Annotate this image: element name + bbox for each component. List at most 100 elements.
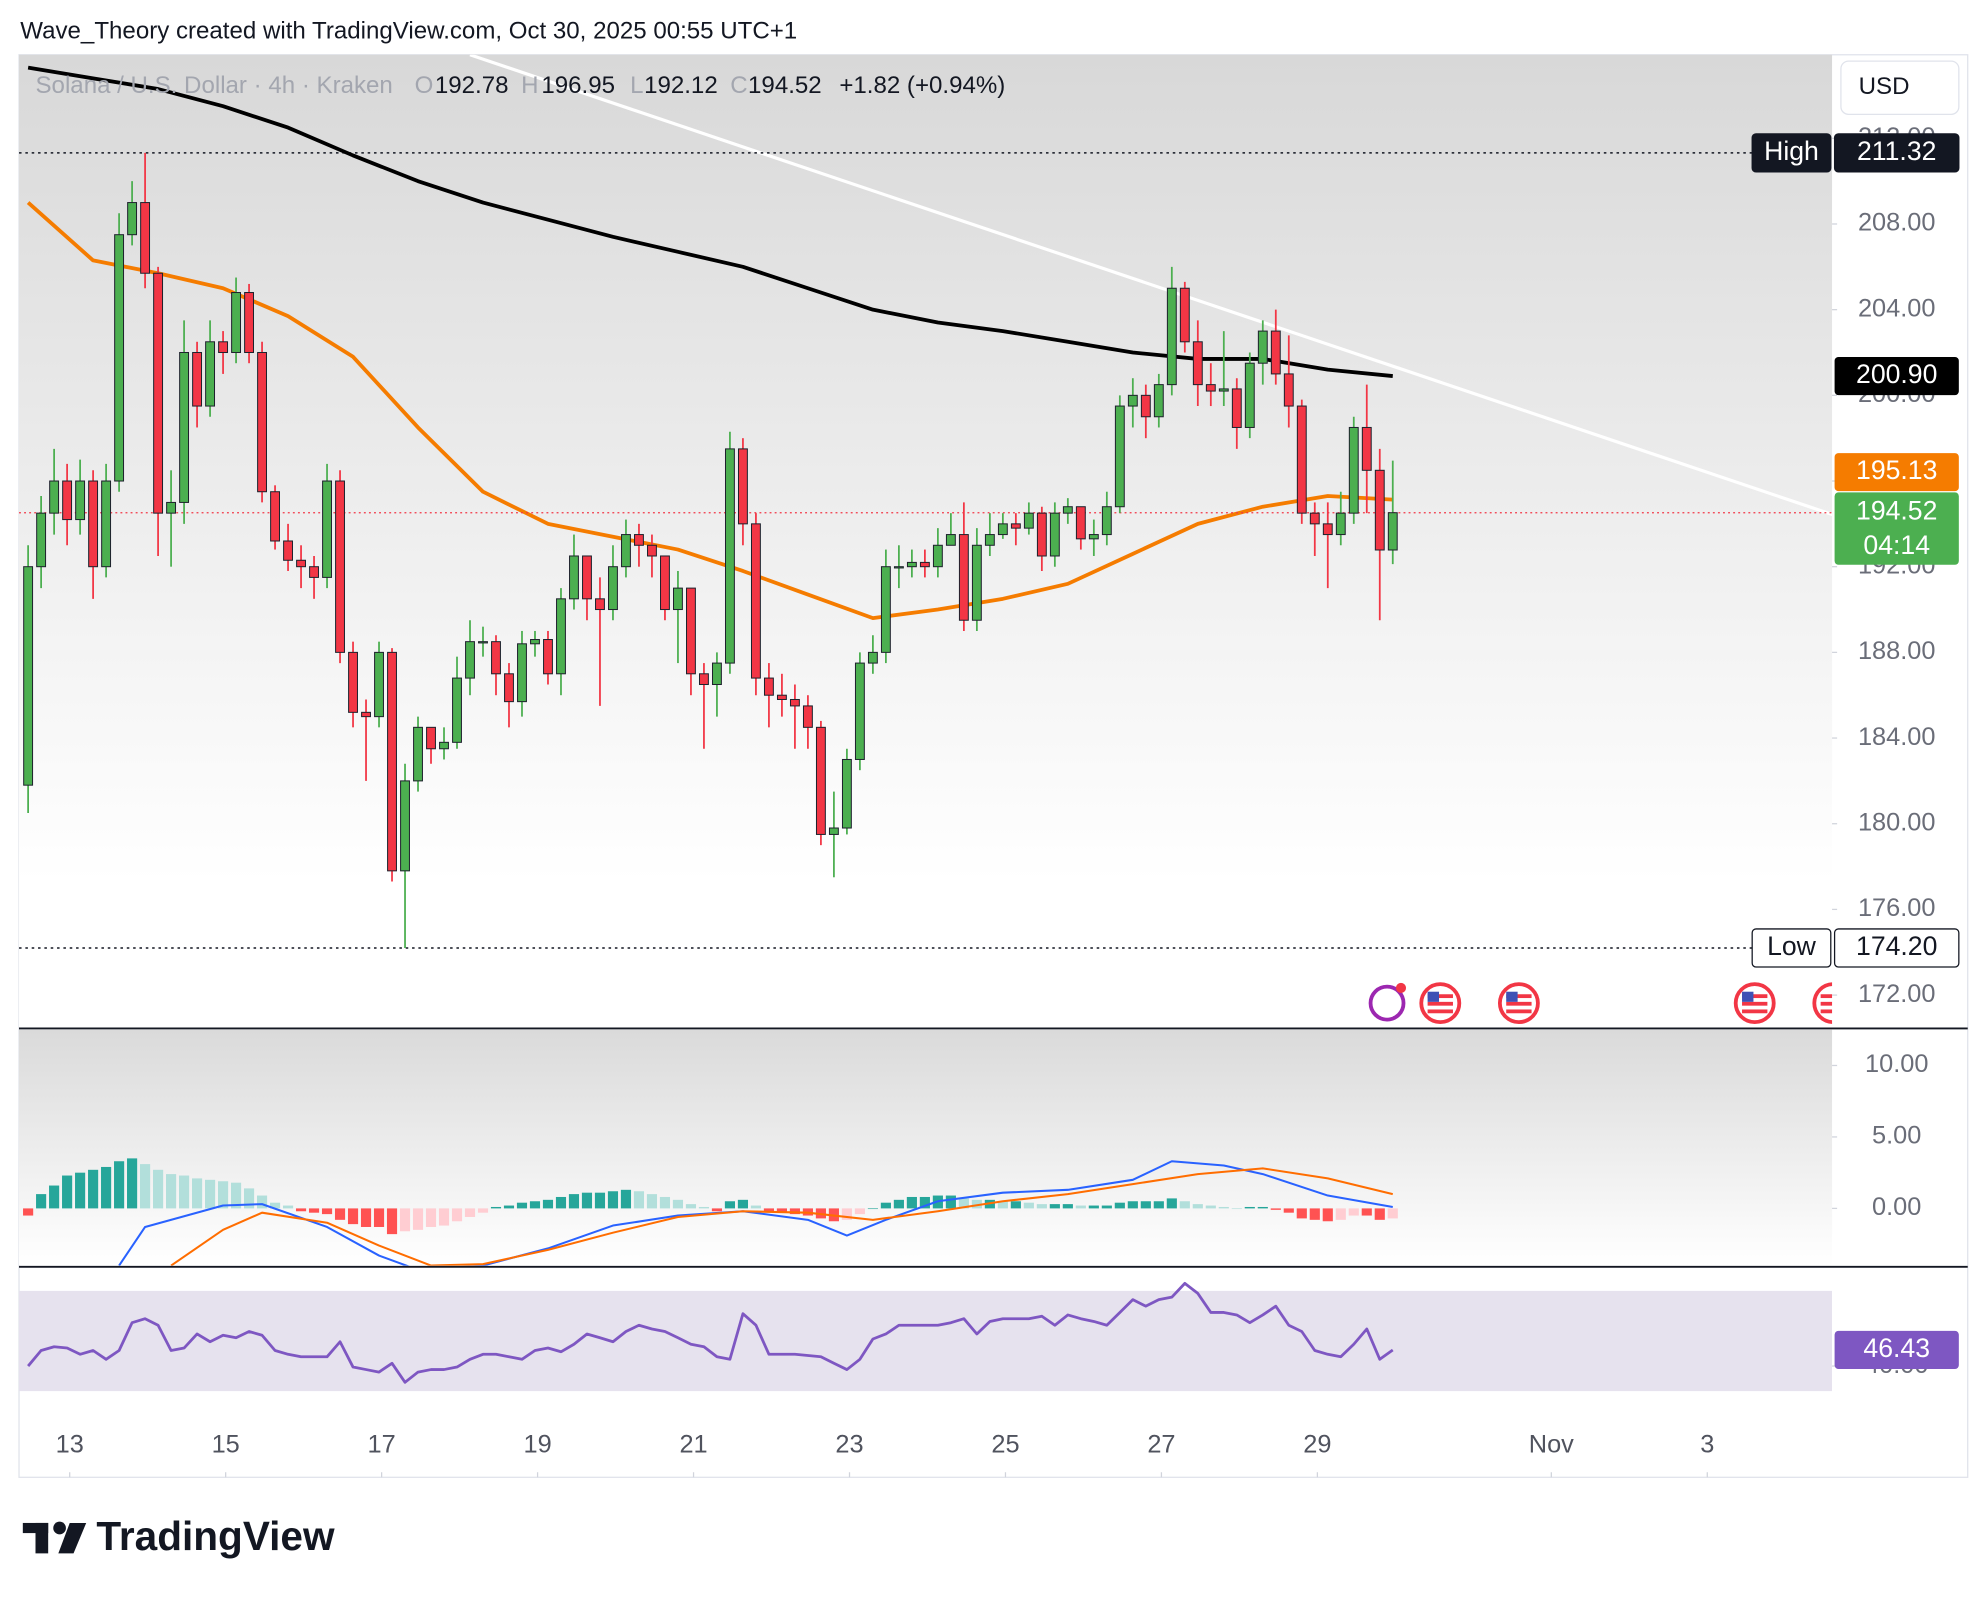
candle-body bbox=[737, 448, 748, 525]
event-icon bbox=[1733, 982, 1776, 1025]
last-price-tag bbox=[1834, 492, 1959, 565]
currency-button[interactable] bbox=[1840, 60, 1960, 115]
event-icon bbox=[1812, 982, 1833, 1025]
macd-histogram-bar bbox=[1166, 1198, 1177, 1209]
candle-body bbox=[166, 501, 177, 514]
macd-histogram-bar bbox=[1140, 1201, 1151, 1209]
candle-body bbox=[1218, 388, 1229, 392]
legend-low-label: L bbox=[630, 72, 643, 99]
currency-label[interactable]: USD bbox=[1859, 73, 1910, 100]
macd-histogram-bar bbox=[217, 1181, 229, 1209]
logo-wedge bbox=[58, 1522, 87, 1554]
candle-body bbox=[530, 639, 540, 645]
x-tick-label: 15 bbox=[212, 1430, 240, 1458]
candle-body bbox=[1179, 287, 1190, 343]
macd-histogram-bar bbox=[607, 1191, 619, 1209]
candle-body bbox=[452, 677, 462, 743]
candle-body bbox=[1244, 362, 1255, 428]
macd-histogram-bar bbox=[581, 1192, 593, 1209]
candle-body bbox=[348, 651, 358, 713]
macd-line bbox=[170, 1167, 1394, 1266]
macd-histogram-bar bbox=[1218, 1206, 1229, 1209]
candle-body bbox=[582, 555, 592, 600]
header: Wave_Theory created with TradingView.com… bbox=[20, 17, 797, 44]
macd-histogram-bar bbox=[685, 1204, 697, 1209]
macd-histogram-bar bbox=[1036, 1204, 1047, 1209]
candle-body bbox=[309, 566, 319, 578]
macd-histogram-bar bbox=[334, 1208, 346, 1220]
macd-histogram-bar bbox=[789, 1208, 800, 1215]
symbol-title: Solana / U.S. Dollar · 4h · Kraken bbox=[35, 72, 392, 99]
candle-body bbox=[828, 827, 839, 835]
macd-histogram-bar bbox=[23, 1208, 34, 1216]
time-axis: 13 15 17 19 21 23 25 27 29 Nov 3 bbox=[56, 1430, 1714, 1478]
macd-histogram-bar bbox=[594, 1192, 606, 1209]
candle-body bbox=[1322, 523, 1333, 536]
macd-histogram-bar bbox=[1127, 1201, 1138, 1209]
y-tick-label: 208.00 bbox=[1858, 209, 1936, 237]
footer-logo: TradingView bbox=[22, 1513, 335, 1559]
trendline bbox=[469, 54, 1833, 517]
candle-body bbox=[1270, 330, 1281, 375]
candle-body bbox=[1088, 534, 1099, 540]
candle-body bbox=[192, 351, 203, 407]
main-pane-bg bbox=[19, 54, 1833, 1028]
macd-histogram-bar bbox=[698, 1206, 710, 1209]
extreme-tag-box bbox=[1833, 133, 1960, 173]
macd-histogram-bar bbox=[1010, 1201, 1021, 1209]
candle-body bbox=[1309, 512, 1320, 525]
macd-histogram-bar bbox=[1075, 1205, 1086, 1209]
macd-histogram-bar bbox=[425, 1208, 437, 1227]
macd-histogram-bar bbox=[75, 1172, 86, 1209]
candle-body bbox=[802, 705, 813, 728]
y-tick-label: 176.00 bbox=[1858, 894, 1936, 922]
x-tick-label: 23 bbox=[835, 1430, 863, 1458]
macd-histogram-bar bbox=[1114, 1202, 1125, 1209]
macd-histogram-bar bbox=[477, 1208, 489, 1213]
macd-histogram-bar bbox=[1049, 1204, 1060, 1209]
macd-histogram-bar bbox=[958, 1198, 969, 1209]
macd-histogram-bar bbox=[412, 1208, 424, 1230]
price-tags: High 211.32 Low 174.20 194.52 04:14 200.90 195.… bbox=[1751, 133, 1960, 1369]
macd-histogram-bar bbox=[1374, 1208, 1385, 1220]
macd-pane bbox=[23, 1158, 1398, 1266]
candle-body bbox=[867, 651, 878, 664]
legend-low: 192.12 bbox=[644, 72, 718, 99]
candle-body bbox=[893, 566, 904, 569]
y-tick-label: 0.00 bbox=[1872, 1193, 1921, 1221]
macd-histogram-bar bbox=[347, 1208, 359, 1225]
candle-body bbox=[1387, 512, 1398, 551]
macd-histogram-bar bbox=[282, 1205, 294, 1209]
macd-histogram-bar bbox=[295, 1208, 307, 1212]
macd-histogram-bar bbox=[854, 1208, 865, 1215]
macd-histogram-bar bbox=[1179, 1201, 1190, 1209]
macd-histogram-bar bbox=[192, 1178, 203, 1209]
candle-body bbox=[932, 544, 943, 568]
macd-histogram-bar bbox=[1348, 1208, 1359, 1216]
event-icon bbox=[1419, 982, 1462, 1025]
macd-histogram-bar bbox=[256, 1195, 268, 1209]
macd-histogram-bar bbox=[269, 1202, 281, 1209]
candle-body bbox=[413, 726, 423, 782]
macd-histogram-bar bbox=[620, 1189, 632, 1209]
candle-body bbox=[815, 726, 826, 835]
candle-body bbox=[1153, 384, 1164, 418]
candle-body bbox=[1075, 506, 1086, 540]
ma-tag-value: 200.90 bbox=[1856, 359, 1937, 389]
x-tick-label: 25 bbox=[991, 1430, 1019, 1458]
candle-body bbox=[88, 480, 99, 568]
candle-body bbox=[517, 643, 527, 703]
macd-histogram-bar bbox=[1205, 1205, 1216, 1209]
candle-body bbox=[919, 561, 930, 568]
candle-body bbox=[776, 694, 787, 701]
ma-tag bbox=[1834, 453, 1959, 492]
macd-histogram-bar bbox=[464, 1208, 476, 1217]
legend-open-label: O bbox=[415, 72, 434, 99]
candle-body bbox=[1205, 384, 1216, 392]
macd-histogram-bar bbox=[243, 1188, 255, 1209]
macd-histogram-bar bbox=[230, 1182, 242, 1209]
macd-histogram-bar bbox=[1088, 1205, 1099, 1209]
macd-histogram-bar bbox=[451, 1208, 463, 1222]
macd-histogram-bar bbox=[49, 1185, 60, 1209]
candle-body bbox=[504, 673, 514, 703]
